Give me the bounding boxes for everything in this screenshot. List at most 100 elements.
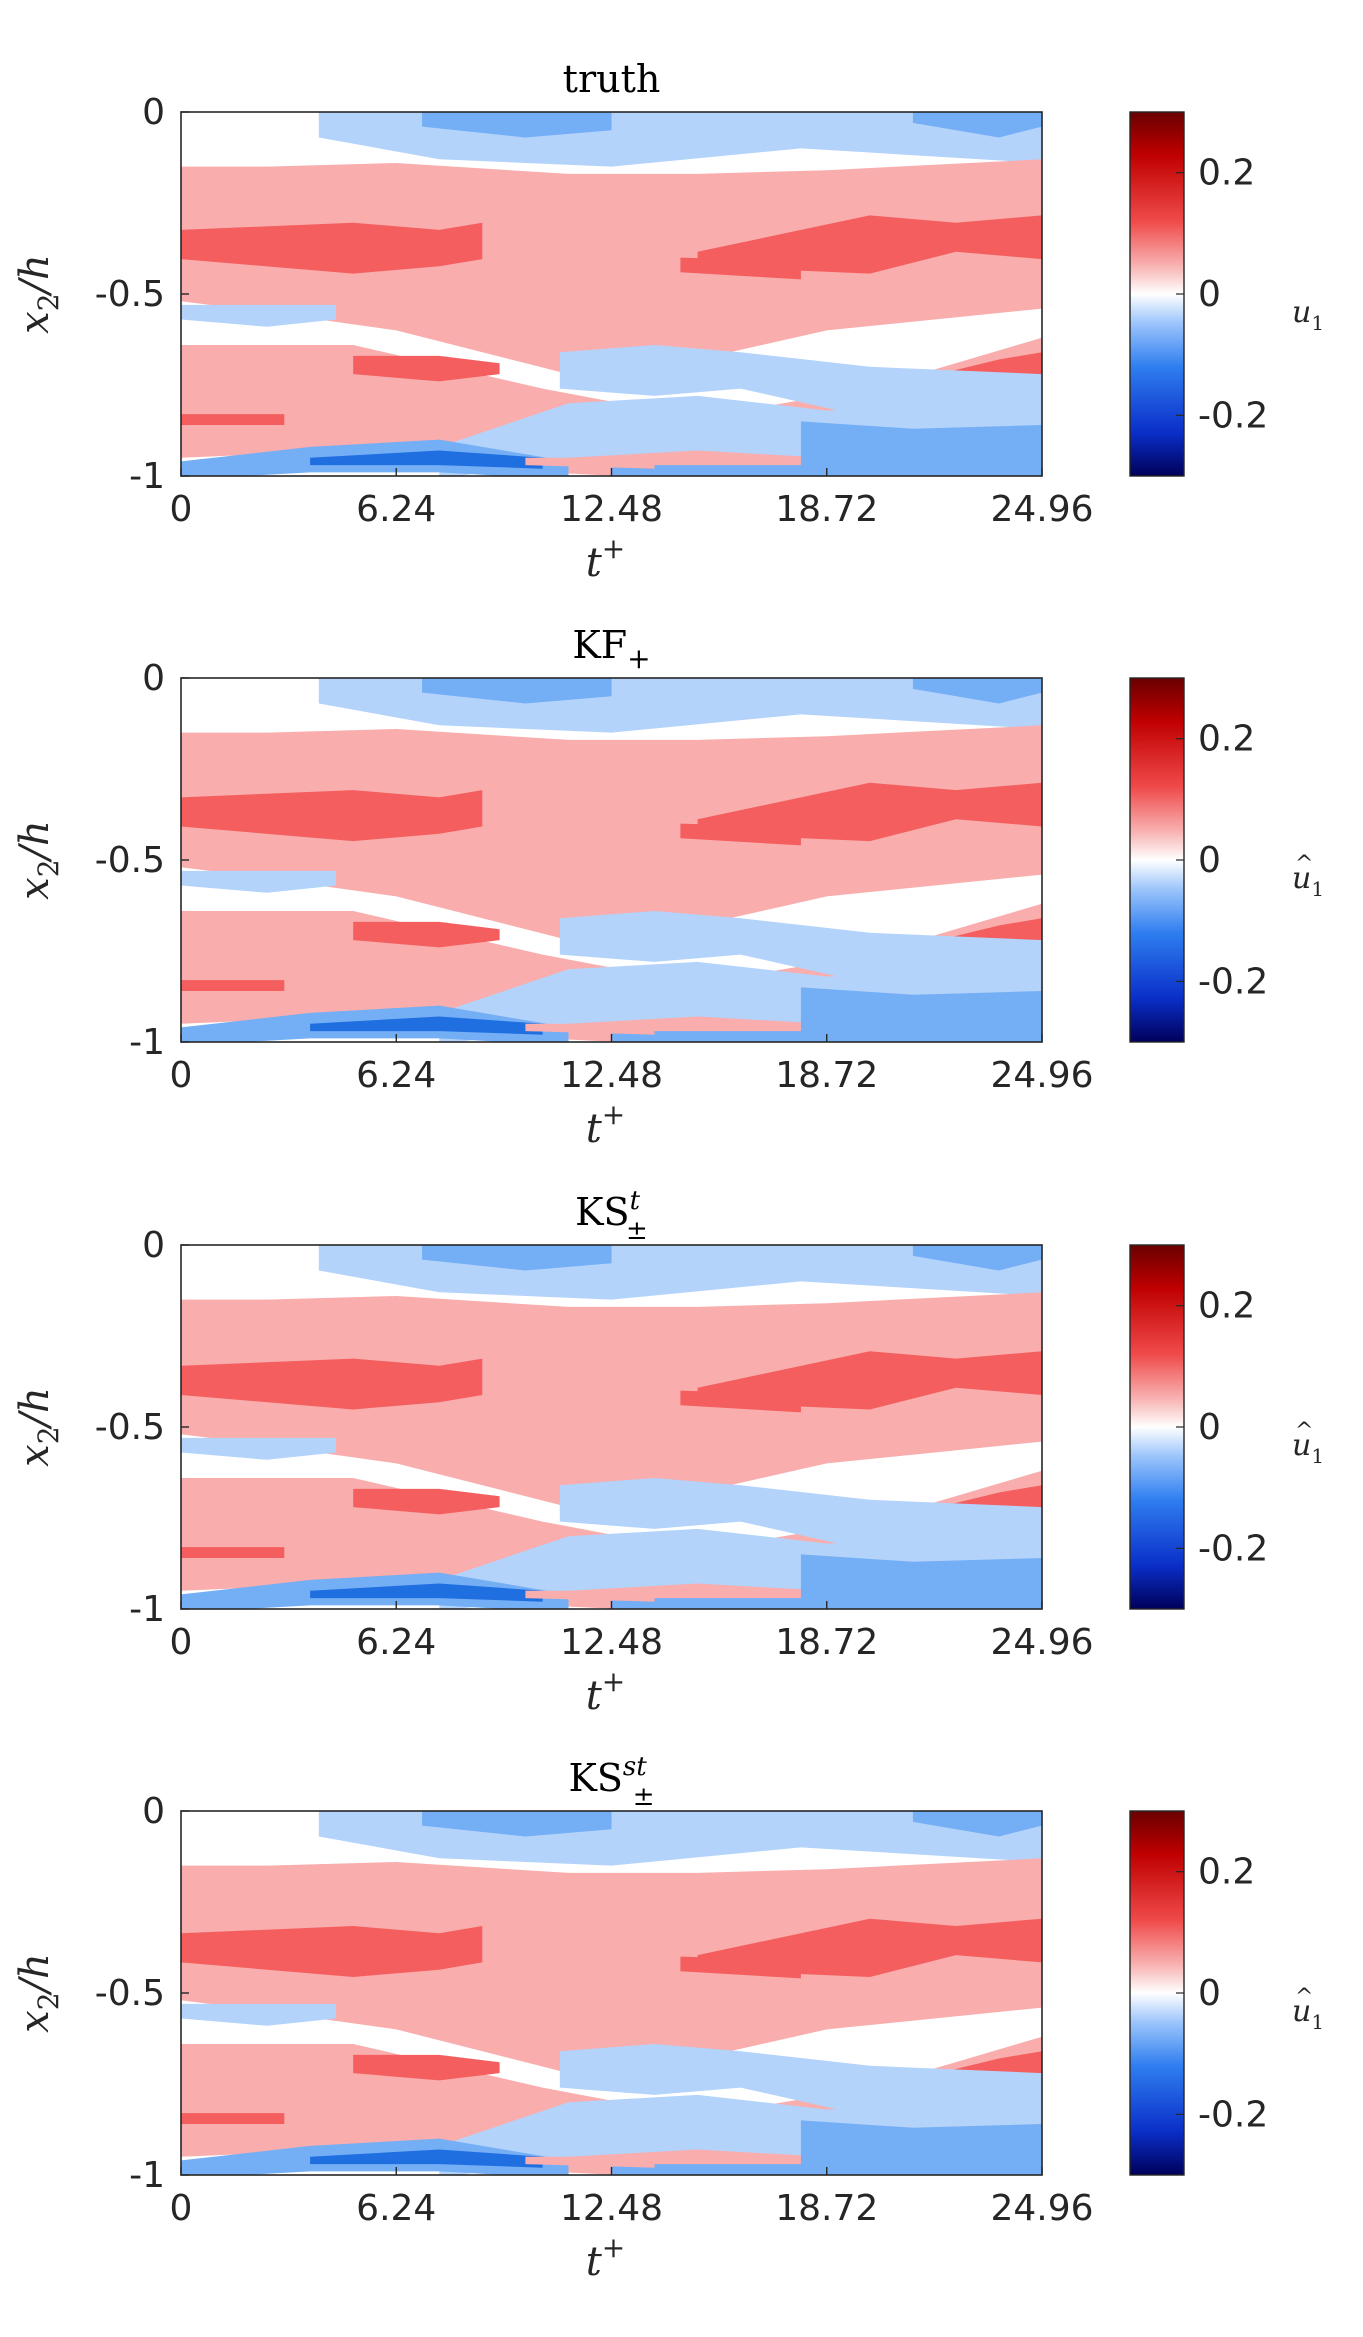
x-tick-label: 18.72 — [775, 1622, 878, 1663]
y-tick-label: 0 — [142, 1225, 165, 1266]
colorbar-tick-label: -0.2 — [1198, 395, 1268, 436]
negative-streak — [559, 2044, 1042, 2124]
positive-streak — [680, 1390, 801, 1413]
panel-title: KF+ — [572, 623, 650, 675]
panel-title-main: KF — [572, 623, 627, 667]
colorbar — [1129, 677, 1185, 1043]
x-axis-label-sup: + — [602, 2231, 625, 2264]
negative-streak — [800, 421, 1042, 473]
y-axis-label-tail: /h — [12, 820, 58, 863]
colorbar-label-sub: 1 — [1311, 877, 1324, 901]
negative-streak — [310, 2149, 543, 2168]
positive-streak — [181, 790, 483, 842]
colorbar-label-main: u — [1292, 295, 1311, 330]
negative-streak — [422, 1811, 612, 1837]
negative-streak — [310, 1016, 543, 1035]
positive-streak — [680, 1956, 801, 1979]
contour-field — [181, 112, 1042, 476]
x-axis-label: t+ — [586, 1665, 626, 1719]
negative-streak — [422, 112, 612, 138]
x-tick-label: 12.48 — [560, 489, 663, 530]
negative-streak — [422, 678, 612, 704]
y-axis-label: x2/h — [12, 1387, 65, 1467]
colorbar-label-main: u — [1292, 1994, 1311, 2029]
x-axis-label: t+ — [586, 532, 626, 586]
x-axis-label-sup: + — [602, 1098, 625, 1131]
colorbar-label-main: u — [1292, 861, 1311, 896]
colorbar-tick-label: -0.2 — [1198, 1528, 1268, 1569]
y-axis-label-tail: /h — [12, 1953, 58, 1996]
negative-streak — [912, 112, 1042, 138]
negative-streak — [181, 304, 336, 327]
colorbar-label-hat: ^ — [1295, 1419, 1313, 1444]
y-tick-label: -0.5 — [95, 1407, 165, 1448]
x-tick-label: 12.48 — [560, 1055, 663, 1096]
negative-streak — [181, 2003, 336, 2026]
negative-streak — [310, 450, 543, 469]
panel-title-main: KS — [575, 1190, 629, 1234]
colorbar-tick-label: 0 — [1198, 840, 1221, 881]
colorbar-tick-label: 0 — [1198, 1973, 1221, 2014]
negative-streak — [422, 1245, 612, 1271]
positive-streak — [181, 1858, 1042, 2074]
x-axis-label-main: t — [586, 1106, 603, 1152]
positive-streak — [353, 2054, 500, 2081]
x-tick-label: 12.48 — [560, 2188, 663, 2229]
negative-streak — [181, 870, 336, 893]
contour-field — [181, 678, 1042, 1042]
y-tick-label: -0.5 — [95, 1973, 165, 2014]
positive-streak — [680, 257, 801, 280]
colorbar-label-hat: ^ — [1295, 1985, 1313, 2010]
x-axis-label-main: t — [586, 1673, 603, 1719]
y-axis-label-main: x — [12, 877, 58, 900]
colorbar — [1129, 1810, 1185, 2176]
negative-streak — [181, 1437, 336, 1460]
y-axis-label-main: x — [12, 311, 58, 334]
positive-streak — [181, 222, 483, 274]
negative-streak — [912, 1245, 1042, 1271]
positive-streak — [353, 921, 500, 948]
colorbar-label-sub: 1 — [1311, 1444, 1324, 1468]
panel-title-sup: st — [623, 1752, 647, 1782]
colorbar-label-hat: ^ — [1295, 852, 1313, 877]
panel-title-sub: + — [627, 642, 650, 675]
x-tick-label: 6.24 — [356, 1055, 436, 1096]
y-axis-label-sub: 2 — [32, 1992, 65, 2010]
positive-streak — [525, 457, 655, 469]
positive-streak — [181, 414, 285, 425]
colorbar-label: u1 — [1292, 861, 1324, 901]
colorbar-label: u1 — [1292, 295, 1324, 335]
colorbar — [1129, 1244, 1185, 1610]
y-tick-label: 0 — [142, 658, 165, 699]
y-axis-label-sub: 2 — [32, 859, 65, 877]
positive-streak — [181, 1547, 285, 1558]
colorbar-label: u1 — [1292, 1994, 1324, 2034]
x-axis-label-main: t — [586, 2239, 603, 2285]
panel-title: truth — [563, 57, 661, 101]
panel-4: KSst ±0 6.24 12.48 18.72 24.960-0.5-1t+x2/h0.… — [12, 1752, 1324, 2285]
colorbar-tick-label: 0.2 — [1198, 1852, 1255, 1893]
panel-title-sub: ± — [626, 1216, 648, 1246]
y-tick-label: -0.5 — [95, 274, 165, 315]
x-tick-label: 18.72 — [775, 1055, 878, 1096]
x-tick-label: 0 — [170, 1622, 193, 1663]
contour-field — [181, 1245, 1042, 1609]
panel-2: KF+0 6.24 12.48 18.72 24.960-0.5-1t+x2/h0.20… — [12, 623, 1324, 1152]
colorbar-tick-label: 0 — [1198, 1407, 1221, 1448]
colorbar-label-main: u — [1292, 1428, 1311, 1463]
x-axis-label: t+ — [586, 2231, 626, 2285]
y-axis-label-tail: /h — [12, 254, 58, 297]
negative-streak — [912, 678, 1042, 704]
colorbar-tick-label: 0.2 — [1198, 1286, 1255, 1327]
colorbar-label-sub: 1 — [1311, 311, 1324, 335]
x-tick-label: 24.96 — [990, 2188, 1093, 2229]
x-axis-label: t+ — [586, 1098, 626, 1152]
panel-title-sub: ± — [633, 1782, 655, 1812]
x-tick-label: 18.72 — [775, 489, 878, 530]
x-tick-label: 0 — [170, 1055, 193, 1096]
y-tick-label: -0.5 — [95, 840, 165, 881]
y-axis-label: x2/h — [12, 1953, 65, 2033]
negative-streak — [800, 987, 1042, 1039]
y-tick-label: -1 — [129, 456, 165, 497]
